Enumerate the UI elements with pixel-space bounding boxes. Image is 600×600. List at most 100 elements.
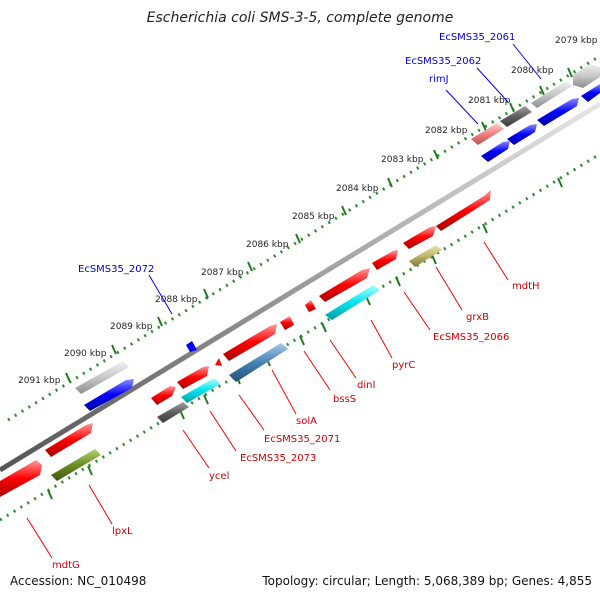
genome-backbone <box>0 101 600 473</box>
feature-grey-2072[interactable] <box>75 361 129 394</box>
lower-features <box>0 190 491 497</box>
feature-pink[interactable] <box>471 123 504 145</box>
gene-arrow-red-2066[interactable] <box>372 250 398 270</box>
callout-line-mdtg <box>26 517 53 559</box>
lower-tick <box>482 223 488 234</box>
lower-dotted-lane <box>0 152 600 522</box>
gene-arrow-blue-1[interactable] <box>581 84 600 102</box>
ruler-tick <box>247 261 253 272</box>
callout-line-rimj <box>445 89 479 125</box>
feature-khaki[interactable] <box>409 245 442 267</box>
ruler-label: 2081 kbp <box>468 96 511 106</box>
gene-label[interactable]: pyrC <box>392 360 415 371</box>
ruler-label: 2091 kbp <box>18 376 61 386</box>
gene-label[interactable]: lpxL <box>112 526 133 537</box>
feature-grey-2062[interactable] <box>531 81 572 108</box>
callout-line-2071 <box>238 394 265 431</box>
callout-line-2066 <box>403 291 431 331</box>
gene-label[interactable]: solA <box>296 416 317 427</box>
gene-label[interactable]: rimJ <box>429 74 449 85</box>
gene-label[interactable]: EcSMS35_2066 <box>433 332 509 343</box>
feature-darkgrey-ycel[interactable] <box>157 402 189 423</box>
gene-label[interactable]: EcSMS35_2071 <box>264 434 340 445</box>
gene-label[interactable]: mdtH <box>512 281 540 292</box>
ruler-label: 2085 kbp <box>292 212 335 222</box>
lower-tick <box>87 465 93 476</box>
gene-arrow-red-2073[interactable] <box>151 386 176 405</box>
lower-tick <box>299 335 305 346</box>
ruler-label: 2083 kbp <box>381 155 424 165</box>
gene-arrow-blue-2[interactable] <box>537 98 579 126</box>
gene-arrow-red-sola[interactable] <box>223 324 277 361</box>
feature-darkgrey-rimj[interactable] <box>500 106 532 127</box>
ruler-label: 2084 kbp <box>336 184 379 194</box>
gene-arrow-red-lpxl[interactable] <box>45 423 93 457</box>
feature-steelblue-sola[interactable] <box>229 343 288 382</box>
ruler-tick <box>567 67 573 78</box>
gene-arrow-red-pyrc[interactable] <box>319 268 370 302</box>
ruler-label: 2089 kbp <box>110 322 153 332</box>
gene-label[interactable]: ycel <box>209 471 229 482</box>
gene-arrow-red-dini[interactable] <box>305 300 316 312</box>
lower-tick <box>321 322 327 333</box>
ruler-label: 2087 kbp <box>201 268 244 278</box>
callout-line-ycel <box>182 429 210 469</box>
ruler-label: 2082 kbp <box>425 126 468 136</box>
ruler-tick <box>203 288 209 299</box>
lower-tick <box>431 254 437 265</box>
ruler-tick <box>539 85 545 96</box>
callout-line-2072 <box>148 274 173 315</box>
ruler-tick <box>433 149 439 160</box>
gene-arrow-blue-2072[interactable] <box>84 379 134 411</box>
gene-label[interactable]: grxB <box>466 312 489 323</box>
callout-line-mdth <box>483 241 509 281</box>
ruler-tick <box>387 177 393 188</box>
feature-cyan-pyrc[interactable] <box>325 285 380 320</box>
callout-line-2073 <box>209 410 237 452</box>
gene-arrow-blue-small[interactable] <box>186 341 197 352</box>
lower-tick <box>203 394 209 405</box>
gene-label[interactable]: EcSMS35_2073 <box>240 453 316 464</box>
feature-grey-2061[interactable] <box>573 64 600 88</box>
gene-arrow-red-mdth[interactable] <box>436 190 491 231</box>
upper-dotted-lane <box>7 54 600 422</box>
ruler-ticks <box>65 67 573 383</box>
gene-label[interactable]: bssS <box>333 394 356 405</box>
callout-line-grxb <box>435 266 463 311</box>
gene-label[interactable]: dinI <box>357 380 375 391</box>
ruler-tick <box>157 316 163 327</box>
gene-label[interactable]: EcSMS35_2061 <box>439 32 515 43</box>
gene-label[interactable]: EcSMS35_2062 <box>405 56 481 67</box>
ruler-label: 2088 kbp <box>155 295 198 305</box>
ruler-tick <box>295 233 301 244</box>
feature-olive-lpxl[interactable] <box>51 449 101 481</box>
feature-cyan-2073[interactable] <box>181 378 220 403</box>
ruler-tick <box>509 102 515 113</box>
gene-label[interactable]: EcSMS35_2072 <box>78 264 154 275</box>
gene-arrow-red-bsss[interactable] <box>280 316 294 330</box>
ruler-tick <box>481 121 487 132</box>
gene-arrow-red-mdtg[interactable] <box>0 460 42 497</box>
ruler-tick <box>111 344 117 355</box>
page-title: Escherichia coli SMS-3-5, complete genom… <box>146 10 454 26</box>
callout-line-sola <box>271 369 297 415</box>
gene-label[interactable]: mdtG <box>52 560 80 571</box>
gene-arrow-red-grxb[interactable] <box>403 226 436 249</box>
genome-summary-text: Topology: circular; Length: 5,068,389 bp… <box>262 574 592 588</box>
lower-tick <box>395 276 401 287</box>
ruler-tick <box>341 205 347 216</box>
upper-features <box>75 64 600 411</box>
ruler-label: 2086 kbp <box>246 240 289 250</box>
callout-line-2061 <box>512 43 542 80</box>
lower-tick <box>557 177 563 188</box>
ruler-tick <box>65 372 71 383</box>
ruler-label: 2090 kbp <box>64 349 107 359</box>
ruler-label: 2079 kbp <box>555 36 598 46</box>
gene-arrow-blue-4[interactable] <box>481 141 510 162</box>
callout-line-lpxl <box>88 484 113 525</box>
gene-arrow-red-tiny[interactable] <box>215 358 222 366</box>
gene-arrow-blue-3[interactable] <box>507 124 537 145</box>
gene-arrow-red-2071[interactable] <box>177 366 209 389</box>
